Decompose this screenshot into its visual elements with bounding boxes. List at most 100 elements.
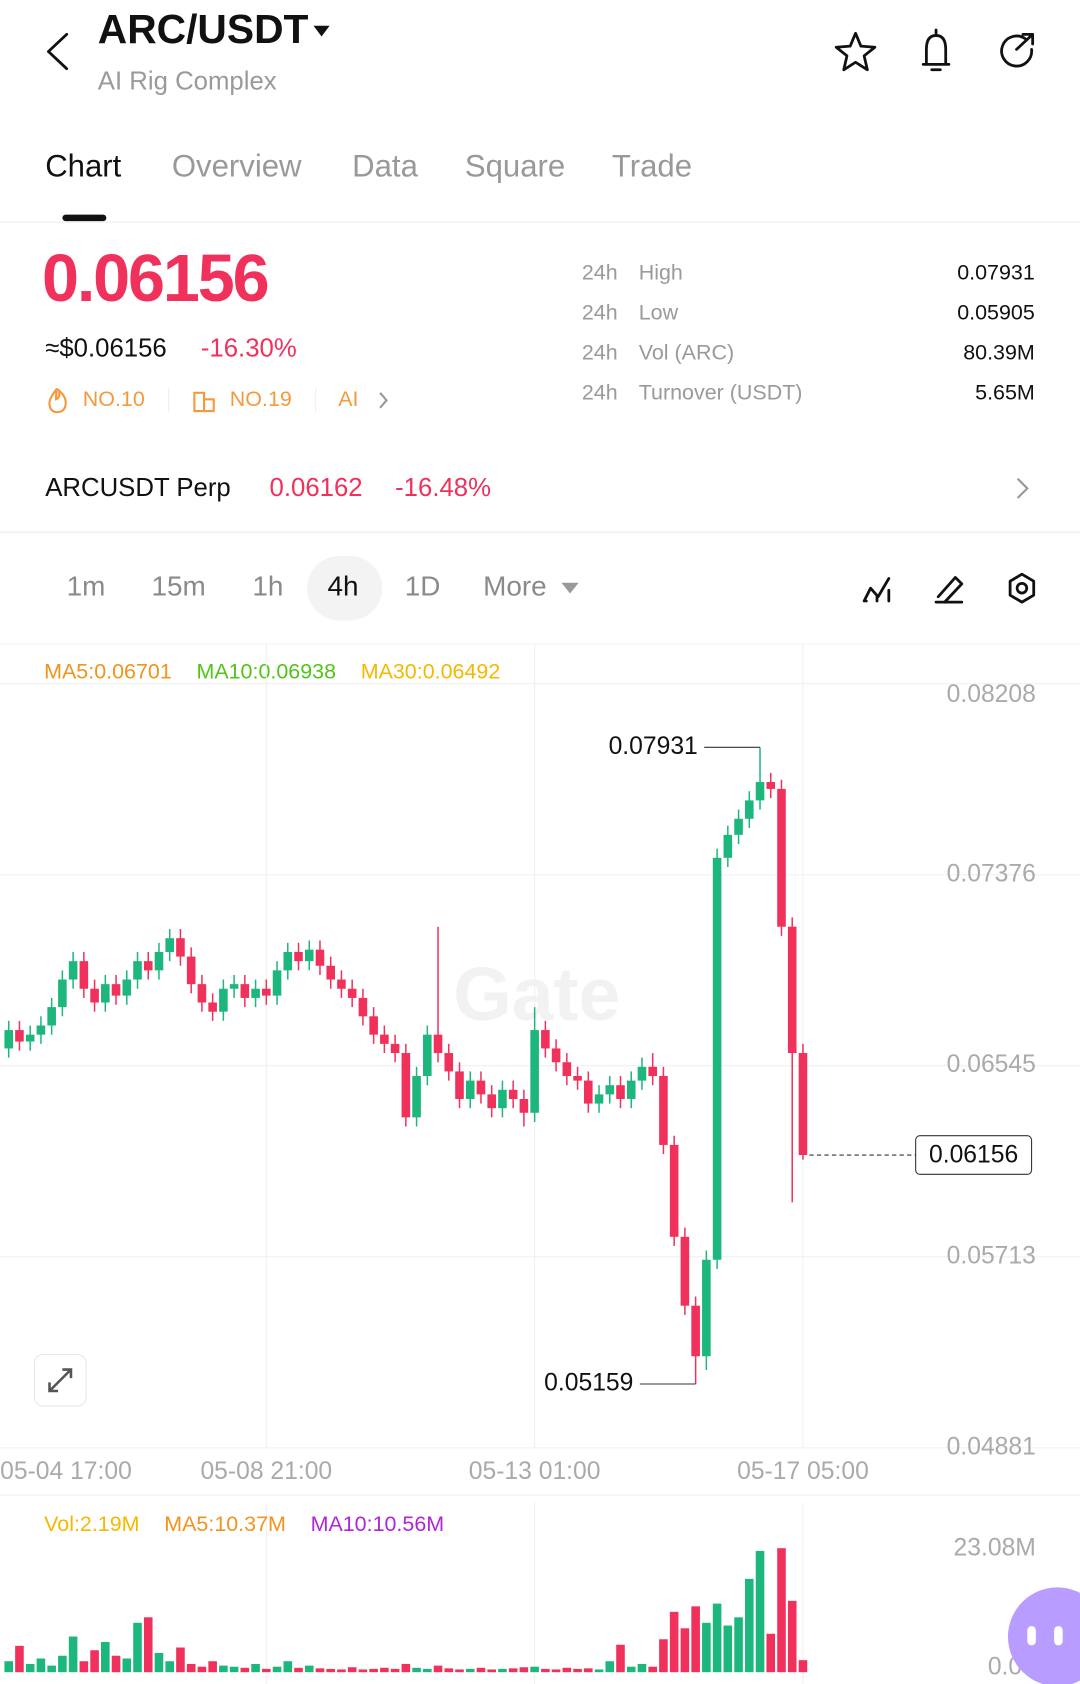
indicator-tool[interactable] [862, 577, 891, 603]
volume-bar [605, 1661, 615, 1673]
interval[interactable]: 1h [252, 571, 283, 602]
settings-tool[interactable] [1008, 572, 1036, 604]
vol-legend: Vol:2.19M [44, 1512, 139, 1536]
candle-body [465, 1080, 475, 1099]
favorite-button[interactable] [834, 31, 877, 72]
vol-legend: MA5:10.37M [164, 1512, 286, 1536]
candle-body [734, 818, 743, 835]
candle-body [79, 961, 89, 989]
ma-legend: MA5:0.06701 [44, 660, 172, 684]
volume-bar [283, 1661, 293, 1673]
tag-badge[interactable]: AI [338, 387, 358, 411]
candle-body [659, 1076, 668, 1145]
volume-bar [401, 1663, 411, 1673]
volume-bar [787, 1600, 797, 1673]
volume-bar [423, 1668, 432, 1673]
stat-label: Turnover (USDT) [639, 380, 803, 404]
candle-body [487, 1094, 496, 1109]
candle-body [712, 857, 722, 1260]
tab[interactable]: Chart [45, 149, 121, 184]
candle-body [777, 788, 786, 927]
divider [0, 531, 1080, 534]
chevron [1016, 477, 1029, 499]
volume-bar [594, 1669, 604, 1673]
volume-bar [637, 1663, 647, 1673]
candle-body [47, 1007, 56, 1026]
volume-bar [337, 1669, 346, 1673]
volume-bar [723, 1625, 733, 1673]
volume-bar [347, 1667, 357, 1673]
volume-bar [530, 1666, 539, 1673]
candle-body [584, 1080, 593, 1104]
volume-bar [251, 1663, 260, 1673]
pair-title[interactable]: ARC/USDT [98, 6, 309, 52]
candle-body [541, 1030, 550, 1049]
candle-body [122, 979, 132, 996]
candle-body [755, 782, 765, 801]
volume-bar [143, 1617, 153, 1673]
volume-bar [304, 1665, 314, 1673]
volume-bar [702, 1622, 711, 1673]
watermark: Gate [453, 952, 620, 1036]
tab[interactable]: Square [465, 149, 565, 184]
volume-bar [465, 1668, 475, 1673]
volume-bar [262, 1668, 271, 1673]
volume-bar [626, 1666, 636, 1673]
sector-badge[interactable]: NO.19 [230, 387, 292, 411]
tab[interactable]: Overview [172, 149, 302, 184]
volume-bar [412, 1667, 421, 1673]
volume-bar [498, 1668, 507, 1673]
candle-body [262, 988, 271, 996]
x-tick-label: 05-13 01:00 [469, 1458, 601, 1485]
alert-button[interactable] [921, 28, 951, 72]
draw-tool[interactable] [934, 576, 964, 604]
candle-body [347, 988, 357, 998]
candle-body [25, 1034, 35, 1042]
perp-name: ARCUSDT Perp [45, 474, 231, 502]
candle-body [530, 1030, 539, 1113]
candle-body [326, 965, 336, 980]
tab[interactable]: Data [352, 149, 418, 184]
volume-bar [648, 1666, 657, 1673]
pair-dropdown[interactable] [313, 25, 330, 37]
candle-body [626, 1080, 636, 1099]
tab[interactable]: Trade [612, 149, 692, 184]
interval[interactable]: 1D [405, 571, 441, 602]
candle-body [605, 1085, 615, 1095]
perp-row[interactable]: ARCUSDT Perp 0.06162 -16.48% [45, 474, 1029, 502]
interval[interactable]: More [483, 571, 547, 602]
interval[interactable]: 15m [151, 571, 205, 602]
candle-body [4, 1030, 14, 1049]
expand-button[interactable] [33, 1353, 87, 1407]
volume-bar [433, 1665, 443, 1673]
volume-bar [519, 1667, 529, 1673]
volume-bar [25, 1663, 35, 1673]
volume-bar [455, 1669, 464, 1673]
y-tick-label: 0.07376 [947, 860, 1036, 887]
candle-body [680, 1236, 690, 1306]
rank-badge[interactable]: NO.10 [83, 387, 145, 411]
stat-value: 5.65M [975, 380, 1035, 404]
stat-period: 24h [582, 380, 618, 404]
vol-tick-label: 23.08M [954, 1534, 1036, 1561]
interval[interactable]: 1m [67, 571, 106, 602]
volume-bar [380, 1667, 389, 1673]
candle-body [476, 1080, 486, 1095]
share-button[interactable] [1000, 32, 1035, 68]
stat-value: 0.07931 [957, 260, 1035, 284]
stat-label: High [639, 260, 683, 284]
back-button[interactable] [47, 32, 69, 71]
volume-bar [487, 1669, 496, 1673]
y-tick-label: 0.08208 [947, 681, 1036, 708]
assistant-button[interactable] [1007, 1587, 1080, 1684]
volume-bar [101, 1642, 110, 1673]
volume-bar [176, 1647, 185, 1673]
stat-value: 0.05905 [957, 300, 1035, 324]
more-dropdown[interactable] [561, 582, 579, 594]
candle-body [744, 800, 754, 819]
candle-body [380, 1034, 389, 1044]
stat-period: 24h [582, 300, 618, 324]
candle-body [766, 782, 776, 789]
interval[interactable]: 4h [327, 571, 358, 602]
